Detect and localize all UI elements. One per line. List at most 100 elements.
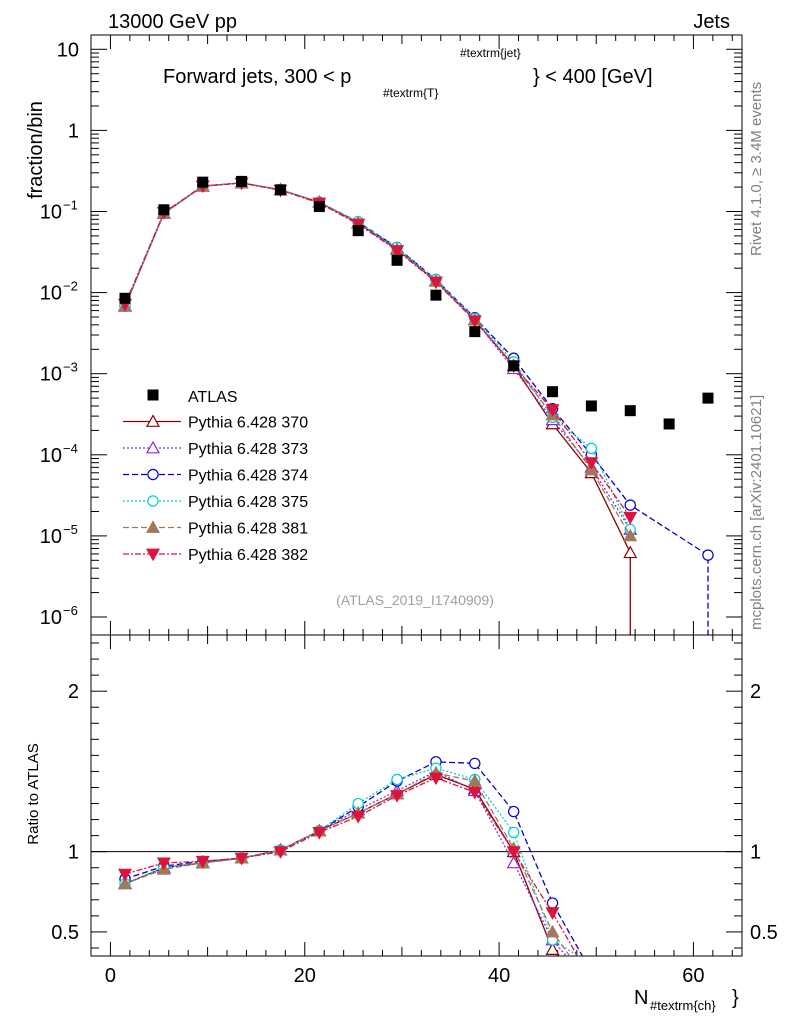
atlas-data-point <box>313 201 325 213</box>
y-tick-label: 10 <box>40 526 62 548</box>
legend-entry: Pythia 6.428 373 <box>123 440 308 458</box>
ratio-line <box>124 773 560 956</box>
atlas-data-point <box>430 289 442 301</box>
legend-marker <box>147 468 159 481</box>
ratio-point <box>545 924 560 938</box>
ratio-line <box>124 770 568 956</box>
legend: ATLAS Pythia 6.428 370 Pythia 6.428 373 Pyt… <box>123 389 308 564</box>
legend-label: Pythia 6.428 375 <box>188 494 308 511</box>
atlas-data-point <box>624 405 636 417</box>
title-sup: #textrm{jet} <box>460 46 521 60</box>
ratio-line <box>124 777 579 956</box>
series-point <box>428 276 443 290</box>
legend-label: ATLAS <box>188 389 238 406</box>
ratio-axis-title: Ratio to ATLAS <box>25 743 42 844</box>
y-tick-label: 1 <box>68 120 79 142</box>
legend-label: Pythia 6.428 373 <box>188 441 308 458</box>
ratio-point <box>117 876 133 890</box>
ratio-point <box>507 826 520 839</box>
legend-marker <box>145 520 161 533</box>
ratio-series <box>117 772 579 956</box>
x-tick-label: 20 <box>294 965 316 987</box>
mcplots-label: mcplots.cern.ch [arXiv:2401.10621] <box>748 395 765 630</box>
y-tick-label: 10 <box>40 445 62 467</box>
title-tail: } < 400 [GeV] <box>533 66 653 88</box>
y-tick-label: 10 <box>40 283 62 305</box>
ratio-point <box>507 805 520 818</box>
ratio-point <box>469 757 481 770</box>
y-tick-label: 10 <box>57 39 79 61</box>
legend-label: Pythia 6.428 370 <box>188 415 308 432</box>
series-point <box>623 528 638 542</box>
atlas-data-point <box>547 386 559 398</box>
series-point <box>623 545 638 559</box>
y-tick-label: 10 <box>40 607 62 629</box>
jets-label: Jets <box>693 11 730 33</box>
ratio-line <box>124 772 571 956</box>
atlas-data-point <box>702 392 714 404</box>
atlas-data-point <box>236 175 248 187</box>
ratio-y-tick-label: 2 <box>68 681 79 703</box>
analysis-watermark: (ATLAS_2019_I1740909) <box>336 592 494 608</box>
x-title-main: N <box>634 987 648 1009</box>
x-tick-label: 40 <box>488 965 510 987</box>
ratio-line <box>124 767 580 956</box>
y-tick-exponent: −2 <box>63 279 78 294</box>
legend-entry: Pythia 6.428 374 <box>123 468 308 485</box>
ratio-y-tick-label-right: 1 <box>750 842 761 864</box>
ratio-point <box>545 942 560 955</box>
legend-label: Pythia 6.428 382 <box>188 547 308 564</box>
legend-marker <box>147 495 159 507</box>
series-line <box>124 182 631 518</box>
atlas-data-point <box>585 400 597 412</box>
legend-label: Pythia 6.428 381 <box>188 521 308 538</box>
atlas-data-point <box>197 176 209 188</box>
legend-entry: Pythia 6.428 382 <box>123 547 308 564</box>
x-tick-label: 60 <box>682 965 704 987</box>
legend-label: Pythia 6.428 374 <box>188 468 308 485</box>
ratio-point <box>467 786 482 800</box>
legend-marker <box>145 440 161 454</box>
atlas-data-group <box>119 175 714 430</box>
series-point <box>584 457 599 470</box>
atlas-data-point <box>119 292 131 304</box>
legend-entry: Pythia 6.428 375 <box>123 494 308 511</box>
atlas-data-point <box>391 254 403 266</box>
legend-entry-atlas: ATLAS <box>147 389 238 406</box>
atlas-data-point <box>469 326 481 338</box>
legend-marker <box>145 414 161 427</box>
series-point <box>467 315 482 328</box>
ratio-point <box>117 868 133 882</box>
ratio-axes: 0 20 40 60 0.5 0.5 1 1 2 2 <box>51 634 778 987</box>
y-tick-label: 10 <box>40 364 62 386</box>
x-tick-label: 0 <box>105 965 116 987</box>
ratio-point <box>273 846 288 859</box>
ratio-point <box>391 773 403 786</box>
ratio-point <box>390 790 405 803</box>
ratio-point <box>156 857 171 871</box>
ratio-point <box>428 772 443 786</box>
ratio-series-group <box>117 756 584 956</box>
y-tick-exponent: −4 <box>63 441 78 456</box>
atlas-data-point <box>274 184 286 196</box>
atlas-data-point <box>158 204 170 216</box>
series-point <box>624 499 636 511</box>
ratio-y-tick-label: 1 <box>68 842 79 864</box>
x-axis-title: N #textrm{ch} } <box>634 987 739 1013</box>
series-point <box>585 442 598 455</box>
ratio-plot-frame <box>90 634 743 957</box>
y-tick-exponent: −6 <box>63 603 78 618</box>
series-point <box>390 245 405 258</box>
ratio-point <box>351 810 366 824</box>
atlas-data-point <box>508 360 520 372</box>
y-tick-exponent: −1 <box>63 197 78 212</box>
main-title: Forward jets, 300 < p #textrm{T} #textrm… <box>163 46 653 100</box>
series-line <box>124 182 631 530</box>
y-tick-label: 10 <box>40 201 62 223</box>
x-title-tail: } <box>732 987 739 1009</box>
atlas-data-point <box>663 418 675 430</box>
ratio-y-tick-label-right: 0.5 <box>750 922 778 944</box>
y-tick-exponent: −5 <box>63 522 78 537</box>
ratio-point <box>234 852 249 866</box>
